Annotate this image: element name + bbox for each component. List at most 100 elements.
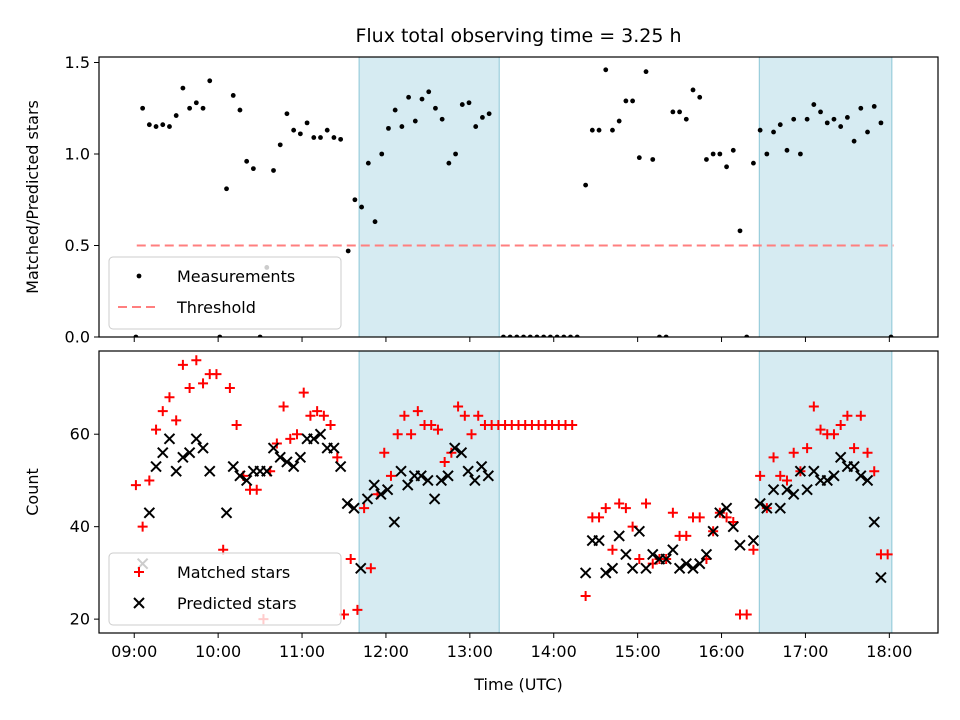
predicted-star-point	[640, 562, 652, 574]
predicted-star-point	[462, 465, 474, 477]
predicted-star-point	[281, 456, 293, 468]
measurement-point	[193, 100, 199, 106]
measurement-point	[180, 85, 186, 91]
matched-star-point	[815, 424, 826, 435]
measurement-point	[466, 100, 472, 106]
predicted-star-point	[667, 544, 679, 556]
predicted-star-point	[774, 502, 786, 514]
measurement-point	[583, 182, 589, 188]
matched-star-point	[607, 544, 618, 555]
measurement-point	[399, 124, 405, 129]
measurement-point	[187, 105, 193, 111]
measurement-point	[784, 147, 790, 153]
shaded-region	[758, 56, 893, 338]
matched-star-point	[191, 355, 202, 366]
matched-star-point	[466, 429, 477, 440]
matched-star-point	[620, 503, 631, 514]
predicted-star-point	[234, 470, 246, 482]
measurement-point	[271, 168, 276, 173]
measurement-point	[173, 113, 179, 118]
predicted-star-point	[348, 502, 360, 514]
predicted-star-point	[163, 433, 176, 445]
measurement-point	[804, 116, 810, 122]
predicted-star-point	[794, 465, 807, 477]
legend-box	[108, 256, 342, 330]
shaded-region	[358, 350, 500, 634]
predicted-star-point	[415, 470, 427, 482]
predicted-star-point	[747, 534, 760, 547]
measurement-point	[791, 116, 797, 122]
measurement-point	[697, 94, 703, 100]
measurement-point	[751, 160, 756, 166]
matched-star-point	[312, 406, 323, 417]
predicted-star-point	[620, 548, 632, 561]
measurement-point	[616, 118, 622, 124]
measurement-point	[230, 93, 236, 98]
x-tick-label: 10:00	[195, 642, 241, 661]
predicted-star-point	[694, 557, 706, 570]
matched-star-point	[439, 456, 450, 467]
predicted-star-point	[388, 516, 401, 528]
legend-matched-marker	[134, 567, 144, 577]
predicted-star-point	[647, 548, 659, 561]
y-tick-label: 20	[70, 610, 90, 629]
measurement-point	[392, 107, 398, 113]
shaded-region	[358, 56, 500, 338]
measurement-point	[844, 114, 850, 120]
predicted-star-point	[875, 571, 887, 584]
matched-star-point	[318, 410, 329, 421]
matched-star-point	[164, 392, 175, 403]
predicted-star-point	[687, 562, 699, 574]
predicted-star-point	[428, 493, 441, 505]
predicted-star-point	[334, 460, 347, 473]
predicted-star-point	[727, 520, 739, 533]
matched-star-point	[869, 466, 880, 477]
matched-star-point	[775, 470, 786, 481]
predicted-star-point	[157, 446, 169, 459]
measurement-point	[798, 151, 803, 157]
matched-star-point	[802, 443, 813, 454]
y-tick-label: 40	[70, 517, 90, 536]
predicted-star-point	[761, 502, 773, 514]
predicted-star-point	[579, 567, 592, 579]
measurement-point	[771, 129, 776, 135]
matched-star-point	[298, 387, 309, 398]
predicted-star-point	[449, 442, 461, 454]
matched-star-point	[177, 359, 188, 370]
matched-star-point	[862, 447, 873, 458]
measurement-point	[858, 105, 864, 111]
axes-frame	[98, 56, 939, 338]
measurement-point	[878, 120, 884, 126]
x-tick-label: 15:00	[615, 642, 661, 661]
predicted-star-point	[834, 451, 847, 464]
predicted-star-point	[328, 442, 340, 454]
matched-star-point	[768, 452, 779, 463]
measurement-point	[643, 69, 649, 75]
matched-star-point	[144, 475, 155, 486]
matched-star-point	[594, 512, 605, 523]
matched-star-point	[385, 470, 396, 481]
measurement-point	[690, 87, 696, 93]
measurement-point	[851, 138, 857, 144]
predicted-star-point	[197, 442, 209, 454]
matched-star-point	[157, 406, 168, 417]
predicted-star-point	[190, 433, 203, 445]
measurement-point	[372, 219, 378, 225]
legend-label: Predicted stars	[177, 594, 297, 613]
measurement-point	[160, 122, 166, 128]
matched-star-point	[130, 480, 141, 491]
measurement-point	[284, 111, 290, 117]
x-axis-label: Time (UTC)	[473, 675, 562, 694]
legend-box	[108, 552, 342, 626]
matched-star-point	[580, 591, 591, 602]
x-tick-label: 11:00	[279, 642, 325, 661]
measurement-point	[331, 135, 337, 140]
predicted-star-point	[821, 474, 833, 487]
measurement-point	[824, 120, 830, 126]
predicted-star-point	[781, 483, 793, 496]
matched-star-point	[332, 452, 343, 463]
matched-star-point	[325, 419, 336, 430]
measurement-point	[630, 98, 636, 104]
measurement-point	[610, 127, 615, 133]
matched-star-point	[151, 424, 162, 435]
